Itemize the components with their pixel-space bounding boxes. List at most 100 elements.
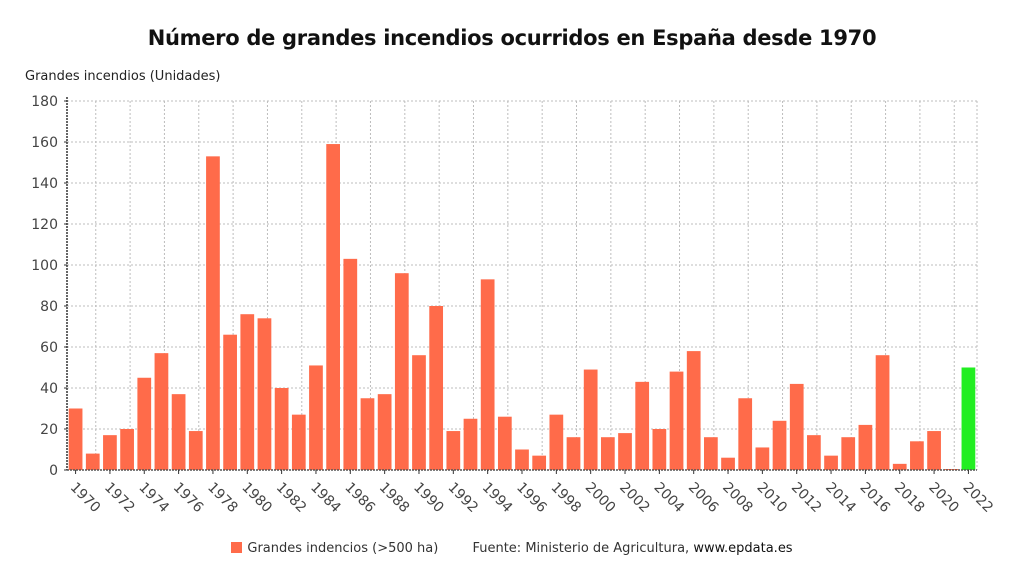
- x-tick-label: 2000: [582, 480, 619, 517]
- x-tick-label: 1998: [548, 480, 585, 517]
- x-tick-label: 1990: [410, 480, 447, 517]
- y-tick-label: 0: [49, 463, 58, 479]
- axes: [66, 97, 977, 471]
- bar-1994: [480, 279, 495, 470]
- bar-1977: [188, 431, 203, 470]
- x-tick-label: 1986: [341, 480, 378, 517]
- x-tick-label: 1972: [101, 480, 138, 517]
- bar-1995: [497, 416, 512, 470]
- x-tick-label: 1982: [273, 480, 310, 517]
- y-tick-label: 160: [31, 135, 58, 151]
- bar-1991: [429, 306, 444, 470]
- bar-2001: [600, 437, 615, 470]
- bar-2000: [583, 369, 598, 470]
- bar-1972: [103, 435, 117, 470]
- bars: [68, 144, 976, 471]
- x-tick-label: 2012: [788, 480, 825, 517]
- y-tick-label: 180: [31, 94, 58, 110]
- x-tick-label: 1976: [170, 480, 207, 517]
- x-tick-label: 2010: [754, 480, 791, 517]
- x-tick-label: 1978: [204, 480, 241, 517]
- y-tick-label: 120: [31, 217, 58, 233]
- x-tick-label: 1984: [307, 480, 344, 517]
- bar-1980: [240, 314, 255, 470]
- bar-1983: [291, 414, 306, 470]
- bar-2006: [686, 351, 701, 470]
- bar-1986: [343, 258, 358, 470]
- bar-1996: [515, 449, 529, 470]
- y-ticks: 0 20 40 60 80 100 120 140 160 180: [31, 94, 67, 479]
- y-tick-label: 40: [40, 381, 58, 397]
- x-tick-label: 1974: [135, 480, 172, 517]
- bar-2007: [704, 437, 718, 470]
- x-tick-label: 1994: [479, 480, 516, 517]
- bar-1976: [171, 394, 186, 470]
- bar-2016: [858, 424, 873, 470]
- bar-2008: [721, 457, 735, 470]
- bar-2021: [944, 469, 959, 470]
- bar-1988: [377, 394, 392, 470]
- grid: [67, 100, 978, 470]
- source-link[interactable]: www.epdata.es: [693, 541, 793, 556]
- bar-1985: [326, 144, 340, 471]
- x-ticks: 1970197219741976197819801982198419861988…: [67, 470, 996, 516]
- bar-2011: [772, 420, 787, 470]
- bar-1998: [549, 414, 564, 470]
- bar-2003: [635, 381, 650, 470]
- bar-2020: [927, 431, 941, 470]
- x-tick-label: 2020: [925, 480, 962, 517]
- bar-2013: [807, 435, 821, 470]
- y-tick-label: 60: [40, 340, 58, 356]
- bar-2018: [892, 463, 907, 470]
- x-tick-label: 2008: [719, 480, 756, 517]
- y-tick-label: 20: [40, 422, 58, 438]
- y-tick-label: 140: [31, 176, 58, 192]
- y-tick-label: 100: [31, 258, 58, 274]
- source-text: Fuente: Ministerio de Agricultura,: [472, 541, 690, 556]
- x-tick-label: 2014: [822, 480, 859, 517]
- legend-swatch: [231, 542, 243, 553]
- x-tick-label: 2004: [651, 480, 688, 517]
- bar-1971: [85, 453, 100, 470]
- bar-2015: [841, 437, 856, 470]
- bar-2014: [824, 455, 838, 470]
- bar-2002: [618, 433, 632, 470]
- x-tick-label: 1992: [444, 480, 481, 517]
- bar-1973: [120, 429, 134, 470]
- bar-2012: [789, 383, 804, 470]
- bar-1984: [309, 365, 323, 470]
- bar-2019: [910, 441, 924, 470]
- bar-1997: [532, 455, 547, 470]
- x-tick-label: 1988: [376, 480, 413, 517]
- bar-1992: [446, 431, 461, 470]
- chart-title: Número de grandes incendios ocurridos en…: [147, 26, 877, 50]
- bar-1979: [223, 334, 237, 470]
- bar-2022: [961, 367, 976, 470]
- legend-label: Grandes indencios (>500 ha): [247, 541, 439, 556]
- bar-1990: [412, 355, 426, 470]
- bar-1981: [257, 318, 272, 470]
- bar-2017: [875, 355, 890, 470]
- bar-2005: [669, 371, 684, 470]
- bar-2009: [738, 398, 753, 470]
- bar-1975: [154, 353, 169, 470]
- bar-1987: [360, 398, 375, 470]
- bar-1982: [274, 388, 289, 470]
- bar-1993: [463, 418, 478, 470]
- x-tick-label: 2022: [960, 480, 997, 517]
- y-tick-label: 80: [40, 299, 58, 315]
- x-tick-label: 1996: [513, 480, 550, 517]
- legend: Grandes indencios (>500 ha) Fuente: Mini…: [0, 541, 1024, 556]
- bar-2010: [755, 447, 770, 470]
- bar-1974: [137, 377, 152, 470]
- bar-1970: [68, 408, 83, 470]
- y-axis-label: Grandes incendios (Unidades): [25, 69, 221, 84]
- bar-1989: [394, 273, 409, 470]
- x-tick-label: 2016: [857, 480, 894, 517]
- x-tick-label: 2002: [616, 480, 653, 517]
- x-tick-label: 1970: [67, 480, 104, 517]
- bar-1978: [206, 156, 220, 470]
- x-tick-label: 1980: [238, 480, 275, 517]
- bar-1999: [566, 437, 581, 470]
